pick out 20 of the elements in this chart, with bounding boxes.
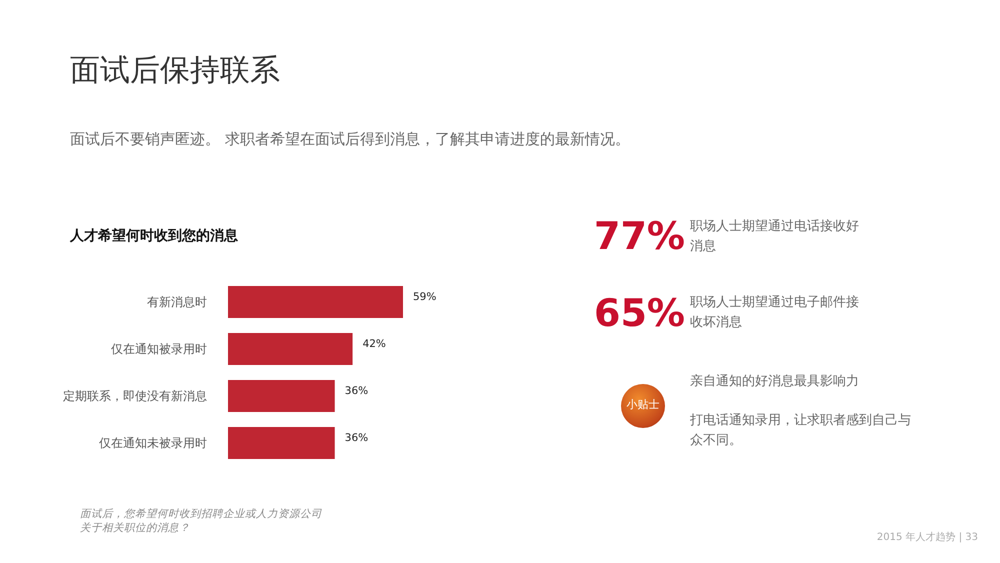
text: 人才希望何时收到您的消息 [70,227,238,245]
text: 打电话通知录用，让求职者感到自己与众不同。 [690,412,912,450]
text: 77% [594,214,685,258]
y-tick-label: 仅在通知未被录用时 [99,436,207,450]
text: 亲自通知的好消息最具影响力 [690,373,859,391]
y-tick-label: 有新消息时 [147,295,207,309]
text: 面试后，您希望何时收到招聘企业或人力资源公司关于相关职位的消息？ [80,507,323,535]
data-label: 36% [344,385,368,397]
text: 职场人士期望通过电子邮件接收坏消息 [690,294,860,332]
tip-badge: 小贴士 [621,384,665,428]
data-label: 42% [362,338,386,350]
chart-title: 面试后保持联系 [70,52,280,90]
text: 2015 年人才趋势 | 33 [876,530,978,544]
y-tick-label: 仅在通知被录用时 [111,342,207,356]
data-label: 59% [413,291,436,303]
text: 职场人士期望通过电话接收好消息 [690,218,860,256]
text: 65% [594,291,685,335]
y-tick-label: 定期联系，即使没有新消息 [63,389,207,403]
chart-subtitle: 面试后不要销声匿迹。 求职者希望在面试后得到消息，了解其申请进度的最新情况。 [70,130,630,149]
data-label: 36% [344,432,368,444]
